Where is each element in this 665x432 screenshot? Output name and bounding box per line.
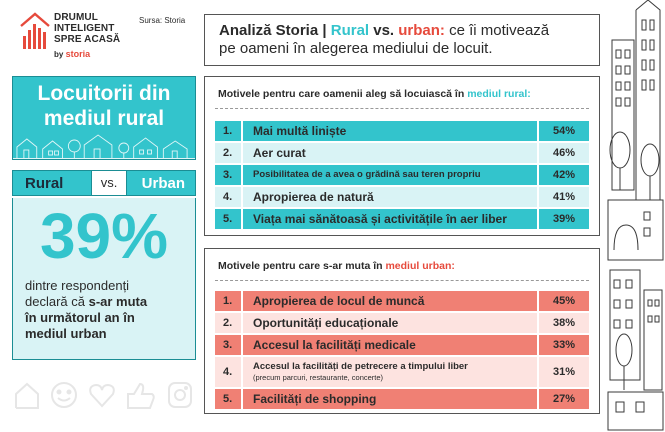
urban-row-num: 1. (215, 291, 241, 311)
rural-row-label: Posibilitatea de a avea o grădină sau te… (243, 165, 537, 185)
title-part-1: Analiză Storia | (219, 22, 331, 39)
heart-icon (89, 383, 115, 408)
urban-row-label: Oportunități educaționale (243, 313, 537, 333)
urban-row-num: 3. (215, 335, 241, 355)
stat-card: 39% dintre respondenți declară că s-ar m… (12, 198, 196, 360)
urban-row-pct: 33% (539, 335, 589, 355)
urban-row-pct: 38% (539, 313, 589, 333)
emoji-icon (51, 382, 77, 408)
urban-reasons-panel: Motivele pentru care s-ar muta în mediul… (204, 248, 600, 414)
rural-row-label: Viața mai sănătoasă și activitățile în a… (243, 209, 537, 229)
stat-desc-line-3: în următorul an în (25, 310, 135, 325)
brand-title: DRUMUL INTELIGENT SPRE ACASĂ (54, 12, 144, 45)
urban-row-4-main: Accesul la facilități de petrecere a tim… (253, 361, 468, 372)
brand-by-text: by (54, 50, 64, 59)
rural-row-pct: 54% (539, 121, 589, 141)
vs-rural-label: Rural (25, 175, 64, 192)
rural-row-num: 3. (215, 165, 241, 185)
title-urban: urban: (398, 22, 445, 39)
rural-row-pct: 46% (539, 143, 589, 163)
hero-title-line-2: mediul rural (43, 107, 165, 130)
stat-description: dintre respondenți declară că s-ar muta … (25, 278, 190, 342)
brand-header: DRUMUL INTELIGENT SPRE ACASĂ by storia (20, 8, 190, 68)
stat-desc-line-1: dintre respondenți (25, 278, 130, 293)
rural-row-pct: 41% (539, 187, 589, 207)
urban-row-num: 5. (215, 389, 241, 409)
rural-panel-heading: Motivele pentru care oamenii aleg să loc… (205, 77, 599, 111)
rural-heading-divider (215, 108, 589, 109)
brand-title-line-3: SPRE ACASĂ (54, 34, 121, 45)
urban-row-pct: 31% (539, 357, 589, 387)
rural-row-label: Aer curat (243, 143, 537, 163)
rural-row-5: 5. Viața mai sănătoasă și activitățile î… (215, 209, 589, 229)
vs-urban-label: Urban (141, 175, 185, 192)
rural-vs-urban-bar: Rural vs. Urban (12, 170, 196, 196)
storia-wordmark: storia (65, 49, 91, 59)
brand-by-storia: by storia (54, 49, 90, 59)
rural-heading-highlight: mediul rural: (467, 88, 531, 100)
brand-title-line-1: DRUMUL (54, 12, 98, 23)
analysis-title: Analiză Storia | Rural vs. urban: ce îi … (219, 22, 585, 58)
source-label: Sursa: Storia (139, 16, 186, 25)
urban-heading-text: Motivele pentru care s-ar muta în (218, 260, 386, 272)
rural-row-4: 4. Apropierea de natură 41% (215, 187, 589, 207)
urban-row-num: 2. (215, 313, 241, 333)
rural-row-2: 2. Aer curat 46% (215, 143, 589, 163)
urban-heading-highlight: mediul urban: (385, 260, 455, 272)
rural-row-num: 2. (215, 143, 241, 163)
thumbs-up-icon (127, 382, 155, 409)
urban-row-pct: 45% (539, 291, 589, 311)
rural-row-3: 3. Posibilitatea de a avea o grădină sau… (215, 165, 589, 185)
rural-row-label: Mai multă liniște (243, 121, 537, 141)
home-icon (15, 382, 39, 409)
rural-row-label: Apropierea de natură (243, 187, 537, 207)
title-vs: vs. (369, 22, 399, 39)
instagram-icon (168, 382, 192, 408)
rural-reasons-panel: Motivele pentru care oamenii aleg să loc… (204, 76, 600, 236)
urban-row-4: 4. Accesul la facilități de petrecere a … (215, 357, 589, 387)
city-buildings-illustration-icon (607, 0, 664, 431)
rural-row-pct: 42% (539, 165, 589, 185)
urban-row-label: Accesul la facilități medicale (243, 335, 537, 355)
title-part-2: ce îi motivează (444, 22, 550, 39)
stat-percentage: 39% (39, 200, 169, 272)
social-icons-row (15, 382, 192, 409)
vs-label: vs. (91, 171, 127, 195)
stat-desc-line-2a: declară că (25, 294, 89, 309)
analysis-title-box: Analiză Storia | Rural vs. urban: ce îi … (204, 14, 600, 66)
urban-row-3: 3. Accesul la facilități medicale 33% (215, 335, 589, 355)
urban-row-label: Apropierea de locul de muncă (243, 291, 537, 311)
rural-row-num: 5. (215, 209, 241, 229)
village-houses-illustration-icon (13, 134, 195, 159)
title-line-2: pe oameni în alegerea mediului de locuit… (219, 40, 493, 57)
stat-desc-line-2: declară că s-ar muta (25, 294, 190, 310)
rural-row-num: 1. (215, 121, 241, 141)
hero-banner: Locuitorii din mediul rural (12, 76, 196, 160)
urban-row-pct: 27% (539, 389, 589, 409)
rural-row-1: 1. Mai multă liniște 54% (215, 121, 589, 141)
title-rural: Rural (330, 22, 370, 39)
urban-row-label: Accesul la facilități de petrecere a tim… (243, 357, 537, 387)
urban-row-label: Facilități de shopping (243, 389, 537, 409)
rural-heading-text: Motivele pentru care oamenii aleg să loc… (218, 88, 468, 100)
urban-heading-divider (215, 280, 589, 281)
rural-row-pct: 39% (539, 209, 589, 229)
urban-row-1: 1. Apropierea de locul de muncă 45% (215, 291, 589, 311)
urban-row-num: 4. (215, 357, 241, 387)
hero-title: Locuitorii din mediul rural (13, 81, 195, 131)
stat-desc-line-2b: s-ar muta (88, 294, 148, 309)
urban-row-2: 2. Oportunități educaționale 38% (215, 313, 589, 333)
urban-row-4-sub: (precum parcuri, restaurante, concerte) (253, 373, 384, 382)
urban-row-5: 5. Facilități de shopping 27% (215, 389, 589, 409)
brand-title-line-2: INTELIGENT (54, 23, 115, 34)
rural-row-num: 4. (215, 187, 241, 207)
urban-panel-heading: Motivele pentru care s-ar muta în mediul… (205, 249, 599, 283)
stat-desc-line-4: mediul urban (25, 326, 107, 341)
house-bars-logo-icon (20, 12, 50, 49)
hero-title-line-1: Locuitorii din (37, 82, 171, 105)
